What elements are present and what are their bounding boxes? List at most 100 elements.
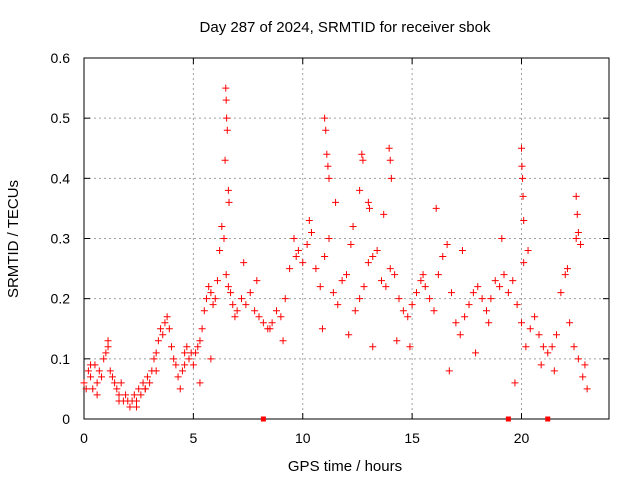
data-point-0-151 [583,385,591,393]
data-point-0-146 [561,271,569,279]
data-point-0-123 [465,301,473,309]
data-point-0-184 [133,403,140,411]
data-point-0-2 [84,367,92,375]
data-point-0-163 [325,174,333,182]
data-point-0-11 [104,337,112,345]
data-point-0-183 [115,397,123,405]
data-point-0-108 [399,307,407,315]
data-point-0-91 [325,235,333,242]
x-tick-label: 10 [295,430,311,446]
data-point-0-90 [321,253,329,261]
y-tick-label: 0.6 [51,50,71,66]
data-point-0-172 [518,162,526,170]
data-point-0-29 [143,373,151,381]
data-point-0-106 [391,271,399,279]
data-point-0-42 [172,361,180,369]
data-point-0-161 [323,150,331,158]
data-point-0-115 [430,307,438,315]
data-point-0-51 [192,349,200,357]
data-point-0-12 [106,367,114,375]
data-point-0-179 [577,241,585,249]
data-point-0-187 [181,361,189,369]
data-point-0-192 [266,325,274,333]
data-point-0-135 [518,319,525,327]
data-point-0-176 [572,192,580,200]
data-point-0-155 [223,114,231,122]
data-point-0-3 [87,373,95,381]
data-point-0-182 [104,343,112,351]
tick-layer: 0 5 10 15 20 0 0.1 0.2 0.3 0.4 0.5 0.6 [51,50,609,446]
data-point-0-1 [82,385,90,393]
data-point-0-175 [520,216,528,224]
data-point-0-160 [322,126,330,134]
data-point-0-26 [137,391,145,399]
data-point-0-84 [294,247,302,255]
data-point-0-218 [581,361,589,369]
data-point-0-129 [491,277,499,285]
x-tick-label: 15 [404,430,420,446]
data-point-0-96 [347,241,355,249]
data-point-0-141 [539,343,547,351]
y-tick-label: 0 [62,411,70,427]
data-point-0-57 [205,283,213,291]
x-axis-label: GPS time / hours [288,458,402,475]
data-point-0-105 [386,265,394,273]
data-point-0-25 [135,385,143,393]
data-point-0-34 [154,337,162,345]
data-point-0-87 [308,228,315,236]
data-point-0-120 [452,319,460,327]
data-point-0-117 [439,253,447,261]
data-point-0-147 [566,319,574,327]
data-point-0-73 [246,289,254,297]
data-point-0-171 [518,144,525,152]
data-point-0-216 [563,265,571,273]
data-point-0-16 [115,391,123,399]
data-point-0-164 [358,150,366,158]
data-point-0-64 [220,235,228,242]
data-point-0-97 [351,307,359,315]
data-point-0-111 [413,289,420,297]
data-point-0-212 [511,379,519,387]
data-point-0-213 [524,247,532,255]
data-point-0-211 [498,235,506,242]
data-point-0-138 [526,325,534,333]
data-point-0-83 [290,235,298,242]
data-point-0-112 [417,277,425,285]
data-point-0-41 [170,355,178,363]
data-point-0-89 [316,283,324,291]
data-point-0-118 [443,241,451,249]
data-point-0-101 [369,253,377,261]
data-point-0-148 [570,343,578,351]
data-point-0-177 [573,210,581,218]
data-point-0-21 [126,403,134,411]
data-point-0-62 [216,247,224,255]
data-point-0-109 [404,313,412,321]
data-point-0-133 [509,277,517,285]
data-point-0-186 [152,367,160,375]
zero-marker-0 [260,416,266,422]
data-point-0-207 [445,367,453,375]
data-point-0-139 [531,313,539,321]
data-point-0-30 [146,379,154,387]
data-point-0-127 [483,307,490,315]
data-point-0-121 [456,331,464,339]
data-point-0-61 [213,277,221,285]
zero-marker-1 [505,416,511,422]
data-point-0-27 [139,379,147,387]
data-point-0-33 [152,349,160,357]
data-point-0-17 [117,379,125,387]
data-point-0-194 [292,253,300,261]
data-point-0-198 [345,331,353,339]
data-point-0-167 [365,204,373,212]
data-point-0-154 [222,96,230,104]
data-point-0-19 [122,391,130,399]
data-point-0-124 [469,289,477,297]
data-point-0-63 [218,222,226,230]
data-point-0-24 [133,397,140,405]
data-point-0-156 [223,126,231,134]
data-point-0-46 [181,349,189,357]
data-point-0-94 [338,277,346,285]
data-point-0-195 [305,216,313,224]
data-point-0-58 [207,289,215,297]
